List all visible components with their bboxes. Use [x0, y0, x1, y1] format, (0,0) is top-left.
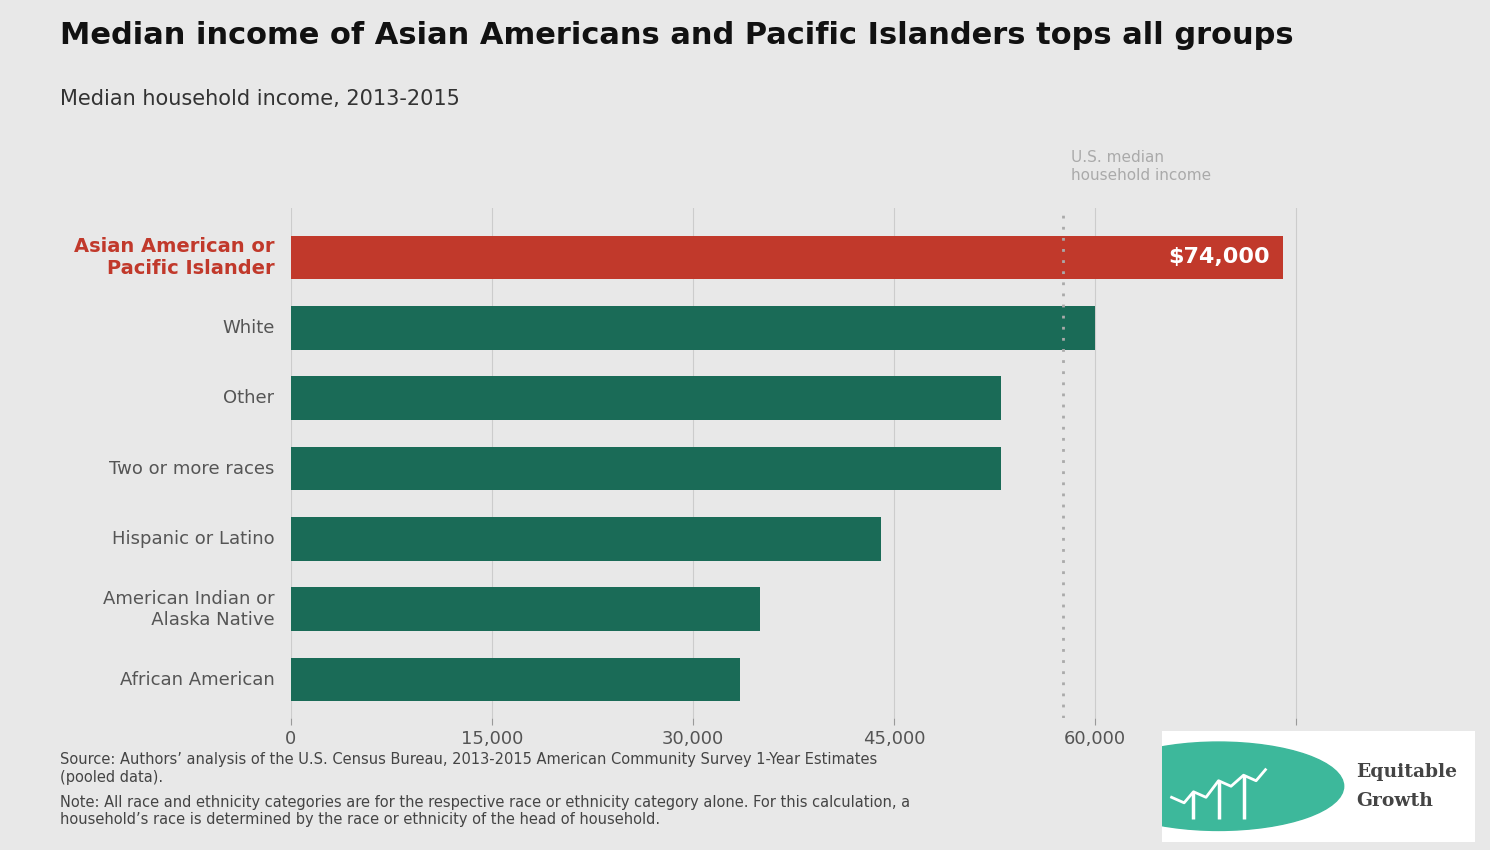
Bar — [291, 447, 1001, 490]
Text: Growth: Growth — [1356, 791, 1433, 809]
Bar — [291, 235, 1283, 280]
Bar — [291, 587, 760, 631]
Text: U.S. median
household income: U.S. median household income — [1071, 150, 1211, 183]
Text: Source: Authors’ analysis of the U.S. Census Bureau, 2013-2015 American Communit: Source: Authors’ analysis of the U.S. Ce… — [60, 752, 876, 785]
Circle shape — [1094, 742, 1344, 830]
Text: Note: All race and ethnicity categories are for the respective race or ethnicity: Note: All race and ethnicity categories … — [60, 795, 910, 827]
Text: Median income of Asian Americans and Pacific Islanders tops all groups: Median income of Asian Americans and Pac… — [60, 21, 1293, 50]
Text: Median household income, 2013-2015: Median household income, 2013-2015 — [60, 89, 459, 110]
Bar — [291, 517, 881, 561]
FancyBboxPatch shape — [1147, 725, 1490, 847]
Text: Equitable: Equitable — [1356, 763, 1457, 781]
Bar — [291, 306, 1095, 349]
Text: $74,000: $74,000 — [1168, 247, 1269, 268]
Bar — [291, 377, 1001, 420]
Bar — [291, 658, 741, 701]
